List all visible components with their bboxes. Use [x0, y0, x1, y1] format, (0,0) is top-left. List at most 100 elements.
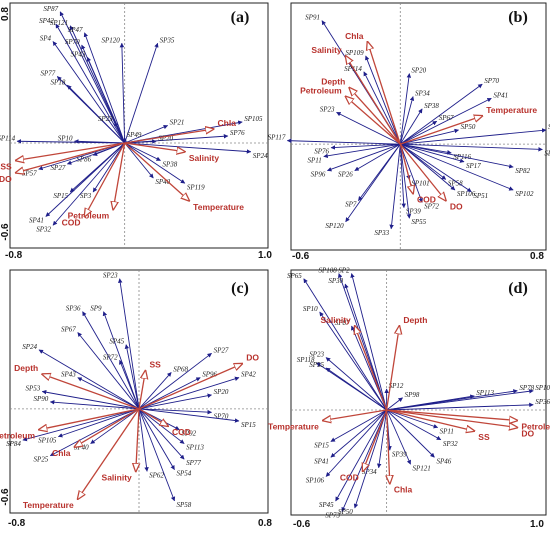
env-arrow-do	[399, 143, 446, 200]
species-label-sp67: SP67	[439, 114, 454, 122]
species-arrow-sp67	[77, 332, 140, 410]
species-arrow-sp119	[124, 142, 186, 184]
species-arrow-sp55	[325, 367, 387, 411]
env-arrow-chla	[124, 129, 214, 144]
species-label-sp23: SP23	[309, 351, 324, 359]
species-label-sp72: SP72	[424, 202, 439, 210]
env-arrow-depth	[385, 326, 400, 411]
species-label-sp10: SP10	[58, 134, 73, 142]
species-label-sp58: SP58	[448, 179, 463, 187]
species-label-sp76: SP76	[230, 129, 245, 137]
species-label-sp96: SP96	[311, 171, 326, 179]
species-arrow-sp102	[400, 143, 514, 191]
species-arrow-sp114	[363, 71, 401, 145]
species-label-sp77: SP77	[41, 70, 56, 78]
species-label-sp35: SP35	[160, 36, 175, 44]
species-label-sp20: SP20	[158, 134, 173, 142]
species-label-sp54: SP54	[176, 470, 191, 478]
species-label-sp43: SP43	[71, 50, 86, 58]
species-label-sp108: SP108	[319, 267, 338, 275]
species-arrow-sp27	[66, 142, 125, 165]
species-arrow-sp58	[138, 408, 176, 502]
species-label-sp87: SP87	[335, 319, 350, 327]
species-label-sp78: SP78	[519, 384, 534, 392]
species-label-sp45: SP45	[109, 338, 124, 346]
env-label-do: DO	[246, 353, 259, 363]
species-label-sp96: SP96	[202, 371, 217, 379]
species-arrow-sp109	[365, 55, 401, 145]
species-label-sp36: SP36	[535, 398, 550, 406]
species-label-sp76: SP76	[314, 148, 329, 156]
y-tick-label: -0.6	[0, 223, 11, 241]
species-arrow-sp113	[400, 128, 547, 145]
species-label-sp55: SP55	[309, 361, 324, 369]
species-label-sp15: SP15	[53, 192, 68, 200]
species-label-sp43: SP43	[61, 371, 76, 379]
species-label-sp58: SP58	[176, 501, 191, 509]
env-arrow-chla	[368, 42, 401, 145]
env-arrow-petroleum	[346, 97, 401, 145]
species-label-sp41: SP41	[29, 217, 44, 225]
species-arrow-sp70	[400, 83, 483, 145]
plot-frame	[290, 269, 547, 516]
species-label-sp62: SP62	[149, 471, 164, 479]
x-tick-label: 0.8	[530, 251, 544, 262]
species-arrow-sp27	[138, 352, 212, 410]
species-arrow-sp35	[124, 42, 159, 144]
species-arrow-sp41	[400, 97, 492, 145]
env-arrow-ss	[16, 142, 125, 161]
species-arrow-sp50	[400, 128, 460, 145]
species-label-sp26: SP26	[338, 171, 353, 179]
species-label-sp50: SP50	[338, 508, 353, 516]
x-tick-label: -0.6	[293, 519, 311, 530]
species-label-sp15: SP15	[314, 442, 329, 450]
env-arrow-chla	[387, 409, 390, 484]
species-label-sp20: SP20	[411, 67, 426, 75]
env-label-salinity: Salinity	[321, 315, 352, 325]
species-label-sp34: SP34	[415, 90, 430, 98]
species-label-sp24: SP24	[22, 343, 37, 351]
species-label-sp23: SP23	[320, 105, 335, 113]
species-label-sp47: SP47	[68, 26, 83, 34]
species-label-sp45: SP45	[319, 501, 334, 509]
species-label-sp10: SP10	[303, 305, 318, 313]
species-label-sp39: SP39	[406, 208, 421, 216]
env-label-cod: COD	[172, 427, 191, 437]
env-label-depth: Depth	[403, 315, 427, 325]
species-label-sp41: SP41	[493, 91, 508, 99]
species-arrow-sp45	[124, 344, 140, 409]
env-label-ss: SS	[0, 162, 12, 172]
env-label-do: DO	[521, 429, 534, 439]
species-arrow-sp68	[138, 372, 172, 410]
species-arrow-sp87	[59, 11, 126, 144]
species-arrow-sp42	[138, 376, 240, 410]
species-label-sp70: SP70	[214, 412, 229, 420]
env-label-petroleum: Petroleum	[521, 422, 550, 432]
env-arrow-temperature	[323, 409, 387, 421]
species-label-sp55: SP55	[411, 218, 426, 226]
species-arrow-sp55	[399, 144, 412, 219]
panel-label: (b)	[508, 9, 528, 26]
species-arrow-sp11	[386, 409, 439, 429]
species-label-sp27: SP27	[51, 164, 66, 172]
species-label-sp121: SP121	[50, 19, 68, 27]
env-label-cod: COD	[417, 195, 436, 205]
species-arrow-sp23	[325, 357, 387, 411]
species-label-sp27: SP27	[214, 346, 229, 354]
env-arrow-petroleum	[386, 409, 518, 421]
env-arrow-do	[386, 409, 518, 428]
species-label-sp82: SP82	[515, 167, 530, 175]
species-label-sp92: SP92	[181, 430, 196, 438]
species-label-sp7: SP7	[345, 201, 357, 209]
species-arrow-sp54	[138, 408, 175, 470]
species-arrow-sp24	[124, 142, 252, 154]
species-label-sp87: SP87	[43, 5, 58, 13]
species-arrow-sp106	[325, 409, 387, 477]
env-arrow-depth	[42, 374, 140, 410]
x-tick-label: -0.8	[5, 250, 23, 261]
species-label-sp119: SP119	[187, 183, 205, 191]
plot-frame	[290, 2, 547, 251]
species-arrow-sp73	[341, 409, 388, 512]
species-label-sp42: SP42	[241, 371, 256, 379]
